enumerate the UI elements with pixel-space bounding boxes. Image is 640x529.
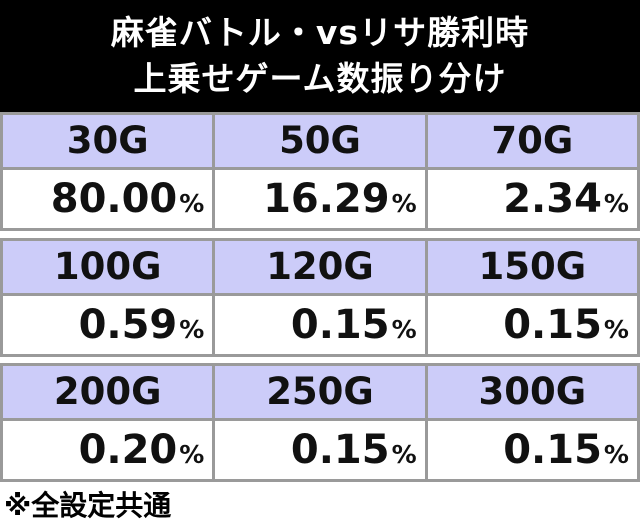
footnote: ※全設定共通 — [4, 489, 172, 522]
probability-value-row: 80.00% 16.29% 2.34% — [3, 170, 637, 228]
probability-value-row: 0.59% 0.15% 0.15% — [3, 296, 637, 354]
title-line-2: 上乗せゲーム数振り分け — [133, 59, 507, 98]
probability-cell: 0.59% — [3, 296, 213, 354]
probability-cell: 2.34% — [427, 170, 637, 228]
probability-value: 0.15 — [290, 302, 390, 348]
percent-sign: % — [391, 440, 417, 469]
probability-cell: 16.29% — [215, 170, 425, 228]
page-title: 麻雀バトル・vsリサ勝利時 上乗せゲーム数振り分け — [0, 0, 640, 112]
percent-sign: % — [603, 440, 629, 469]
title-line-1: 麻雀バトル・vsリサ勝利時 — [110, 13, 530, 52]
games-cell: 30G — [3, 115, 213, 167]
percent-sign: % — [179, 440, 205, 469]
probability-value: 0.15 — [503, 302, 602, 348]
probability-cell: 0.15% — [427, 296, 637, 354]
percent-sign: % — [179, 189, 205, 218]
percent-sign: % — [391, 189, 417, 218]
games-cell: 150G — [427, 241, 637, 293]
probability-value: 16.29 — [263, 176, 390, 222]
probability-value: 2.34 — [503, 176, 602, 222]
probability-value: 0.20 — [78, 427, 178, 473]
probability-cell: 80.00% — [3, 170, 213, 228]
games-cell: 70G — [427, 115, 637, 167]
percent-sign: % — [603, 315, 629, 344]
games-header-row: 100G 120G 150G — [3, 241, 637, 293]
probability-value: 0.15 — [503, 427, 602, 473]
probability-value: 80.00 — [50, 176, 178, 222]
probability-table-group-3: 200G 250G 300G 0.20% 0.15% 0.15% — [0, 363, 640, 482]
games-cell: 200G — [3, 366, 213, 418]
percent-sign: % — [603, 189, 629, 218]
probability-table-group-1: 30G 50G 70G 80.00% 16.29% 2.34% — [0, 112, 640, 231]
games-cell: 300G — [427, 366, 637, 418]
percent-sign: % — [179, 315, 205, 344]
percent-sign: % — [391, 315, 417, 344]
probability-value: 0.15 — [290, 427, 390, 473]
games-cell: 100G — [3, 241, 213, 293]
probability-cell: 0.15% — [215, 421, 425, 479]
games-cell: 50G — [215, 115, 425, 167]
games-header-row: 200G 250G 300G — [3, 366, 637, 418]
probability-value: 0.59 — [78, 302, 178, 348]
games-header-row: 30G 50G 70G — [3, 115, 637, 167]
probability-cell: 0.15% — [427, 421, 637, 479]
probability-value-row: 0.20% 0.15% 0.15% — [3, 421, 637, 479]
games-cell: 250G — [215, 366, 425, 418]
games-cell: 120G — [215, 241, 425, 293]
probability-table-group-2: 100G 120G 150G 0.59% 0.15% 0.15% — [0, 238, 640, 357]
probability-cell: 0.20% — [3, 421, 213, 479]
probability-cell: 0.15% — [215, 296, 425, 354]
